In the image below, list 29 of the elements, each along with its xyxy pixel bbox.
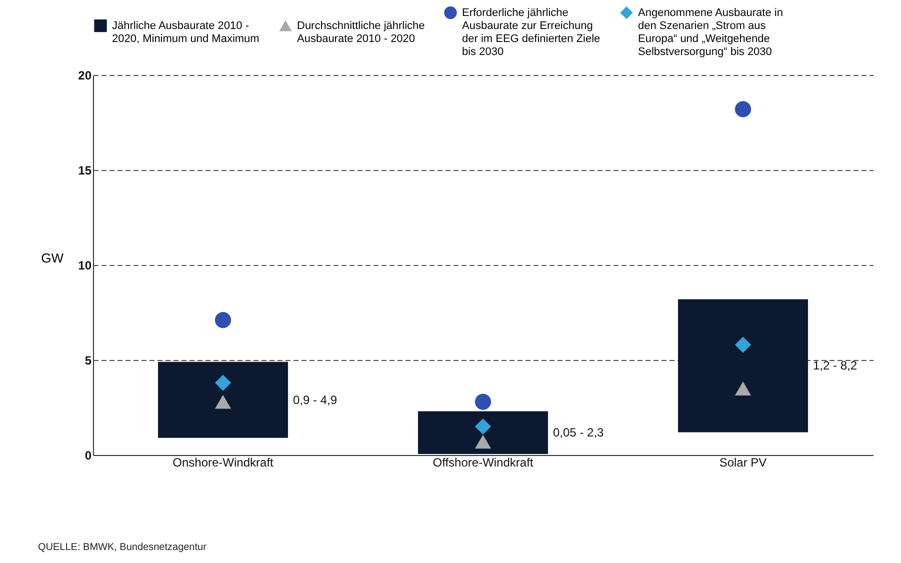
y-tick-label: 10	[78, 258, 92, 272]
annotation: 0,9 - 4,9	[293, 392, 338, 407]
source-note: QUELLE: BMWK, Bundesnetzagentur	[38, 542, 206, 553]
bar	[418, 411, 548, 454]
legend-label: Durchschnittliche jährliche Ausbaurate 2010 - 2020	[297, 20, 425, 45]
point	[734, 336, 752, 353]
annotation: 1,2 - 8,2	[813, 358, 858, 373]
point	[474, 434, 492, 449]
x-tick-label: Offshore-Windkraft	[432, 456, 534, 470]
y-tick-label: 20	[78, 68, 92, 82]
x-tick-label: Solar PV	[719, 456, 767, 470]
point	[214, 394, 232, 409]
y-tick-label: 0	[84, 448, 92, 462]
bar	[158, 362, 288, 438]
point	[214, 374, 232, 391]
bar	[678, 299, 808, 432]
x-tick-label: Onshore-Windkraft	[172, 456, 274, 470]
point	[734, 382, 752, 396]
y-tick-label: 5	[84, 354, 92, 368]
legend-label: Jährliche Ausbaurate 2010 - 2020, Minimum und Maximum	[112, 20, 260, 45]
y-axis-title: GW	[41, 250, 64, 266]
point	[474, 394, 492, 410]
point	[474, 418, 492, 435]
point	[734, 101, 752, 118]
legend-label: Erforderliche jährliche Ausbaurate zur Erreichung der im EEG definierten Ziele bis 2030	[462, 6, 600, 58]
legend-label: Angenommene Ausbaurate in den Szenarien „Strom aus Europa“ und „Weitgehende Selbstversorgung“ bis 2030	[638, 6, 783, 58]
annotation: 0,05 - 2,3	[553, 426, 604, 440]
y-tick-label: 15	[78, 164, 92, 178]
point	[214, 312, 232, 328]
